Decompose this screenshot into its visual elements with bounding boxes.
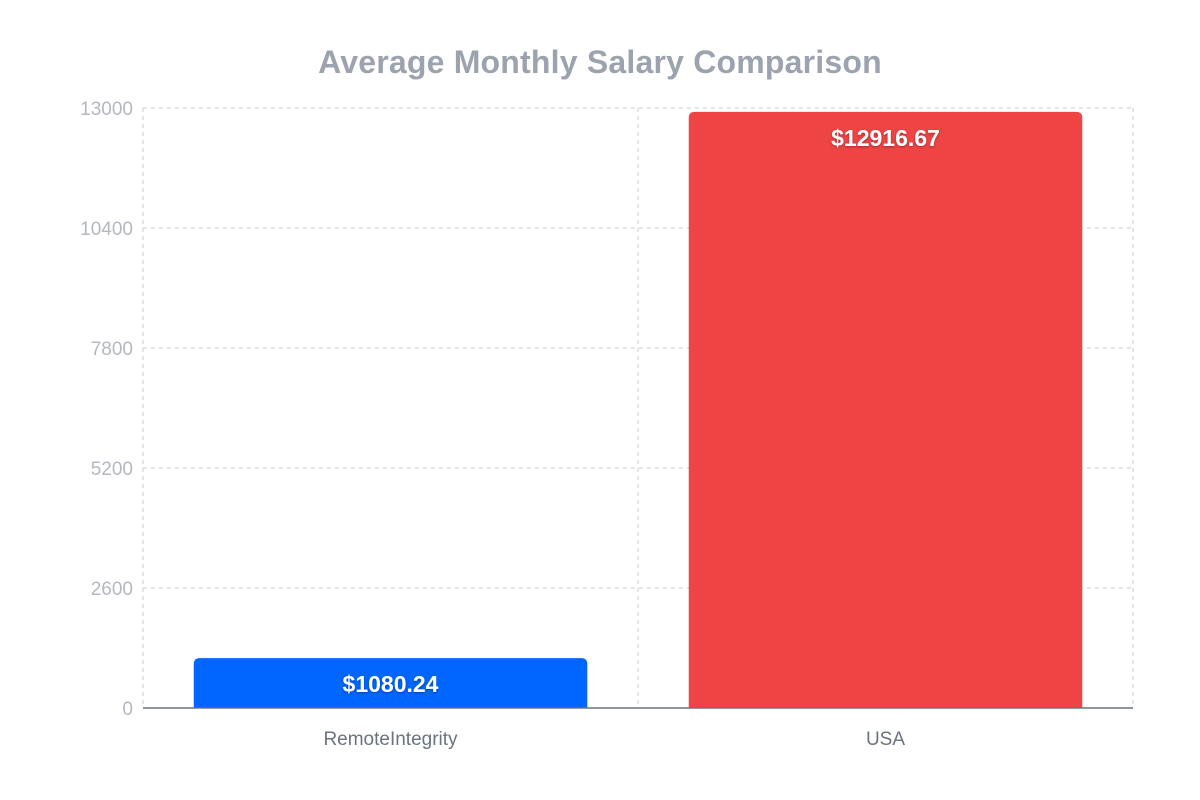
y-tick-label: 10400	[80, 219, 133, 240]
data-label: $12916.67	[831, 125, 940, 151]
y-tick-label: 2600	[91, 579, 133, 600]
bar-usa	[688, 111, 1083, 708]
y-tick-label: 7800	[91, 339, 133, 360]
y-tick-label: 13000	[80, 99, 133, 120]
labels: 0 2600 5200 7800 10400 13000 $1080.24 RemoteInt…	[80, 99, 940, 750]
bars	[193, 111, 1083, 708]
y-tick-label: 0	[122, 699, 133, 720]
chart-title: Average Monthly Salary Comparison	[318, 44, 882, 80]
data-label: $1080.24	[343, 671, 439, 697]
bar-remoteintegrity	[193, 658, 588, 708]
y-tick-label: 5200	[91, 459, 133, 480]
x-tick-label: USA	[866, 729, 905, 750]
x-tick-label: RemoteIntegrity	[323, 729, 458, 750]
